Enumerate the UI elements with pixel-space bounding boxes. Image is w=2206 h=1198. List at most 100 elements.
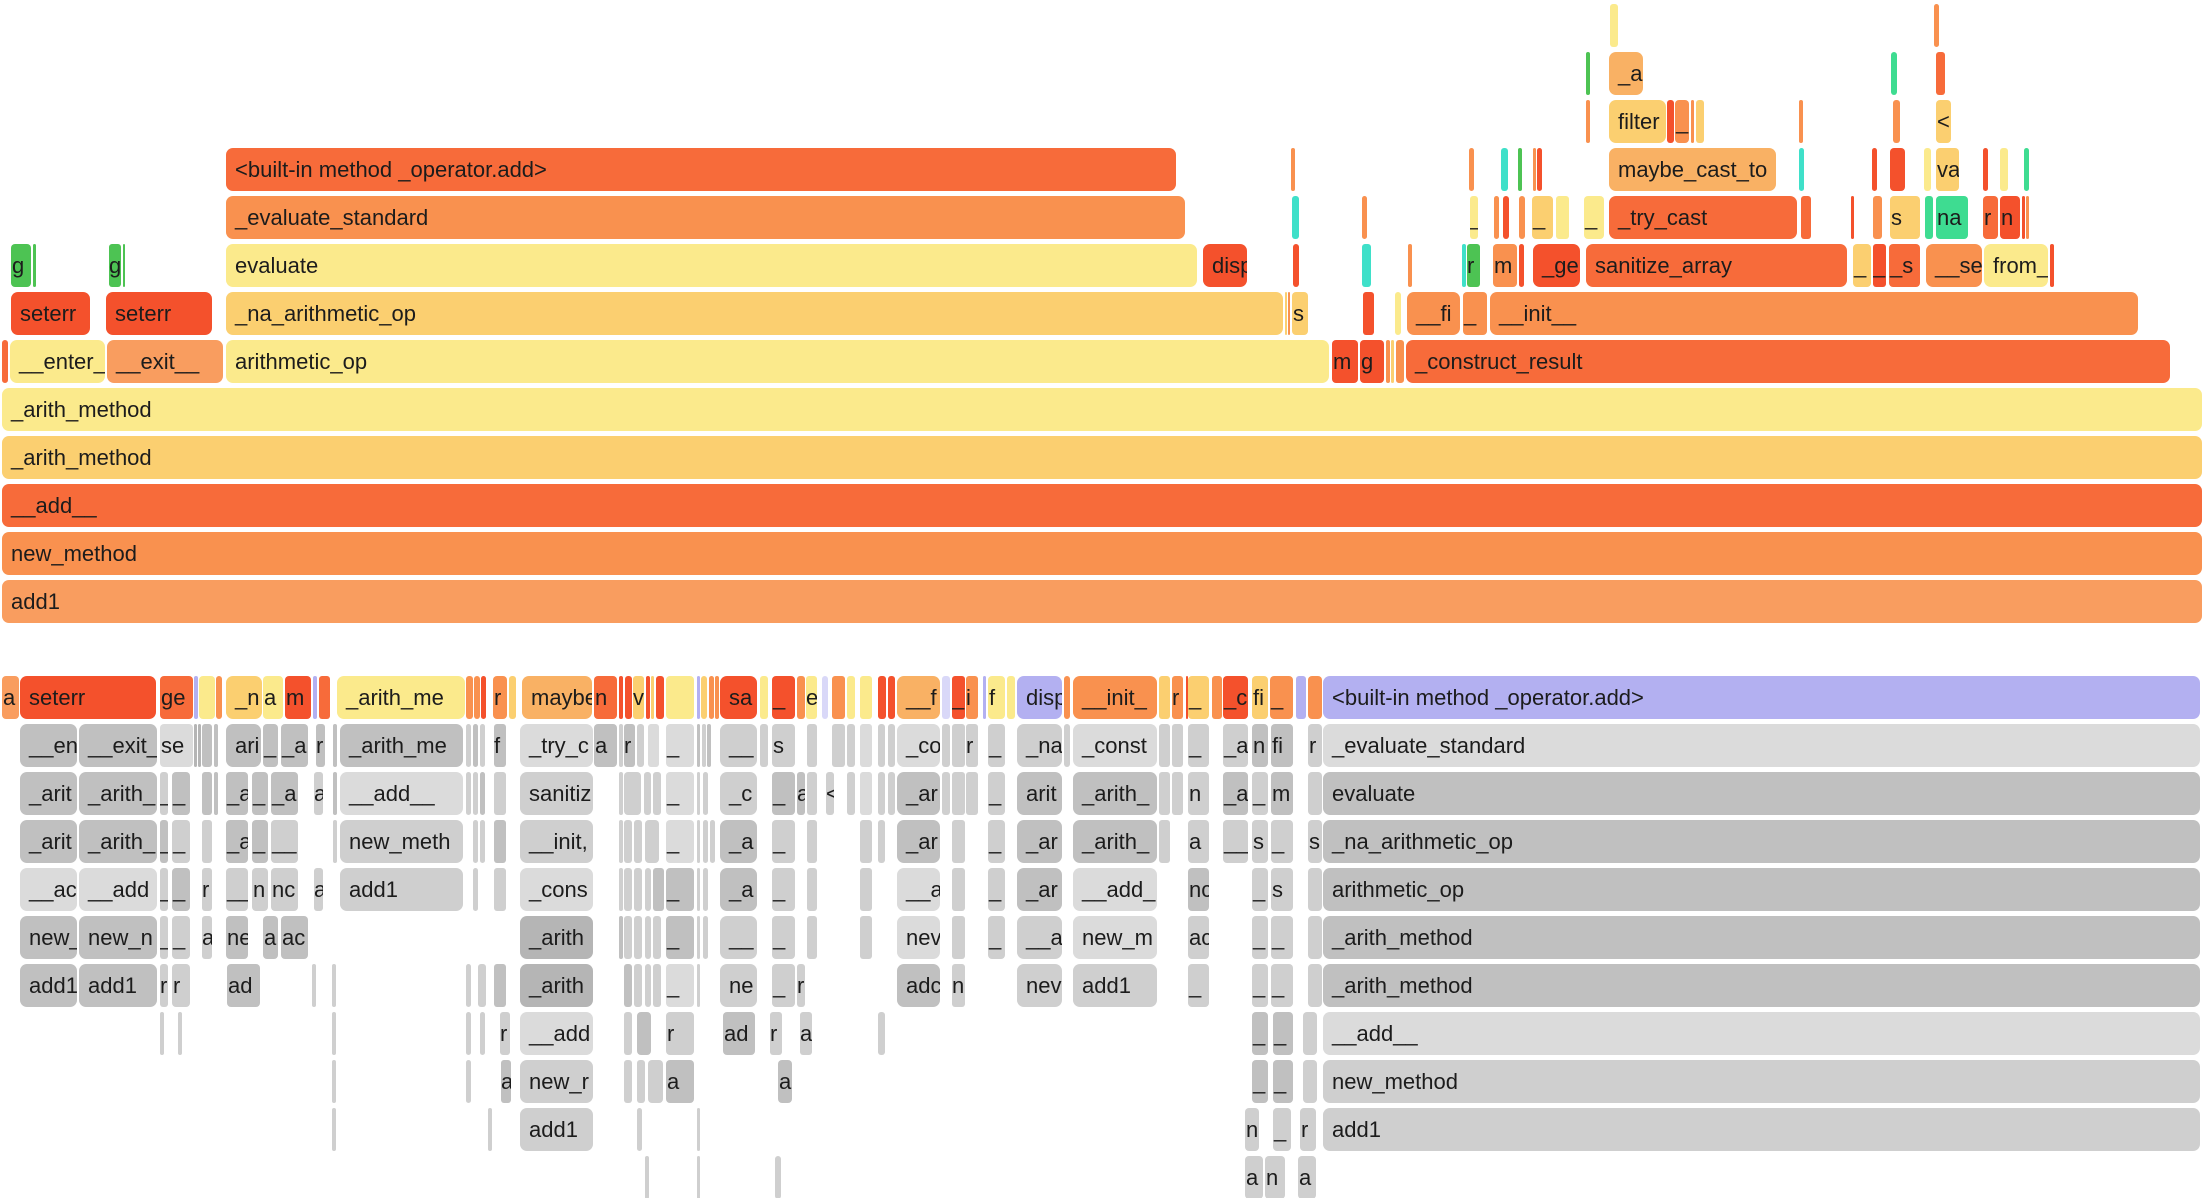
frame-ar[interactable]: _ar <box>897 772 940 815</box>
frame-sliver[interactable] <box>1172 724 1183 767</box>
frame-new-r[interactable]: new_r <box>520 1060 593 1103</box>
frame-sliver[interactable] <box>312 964 316 1007</box>
frame-sliver[interactable]: _ <box>172 772 190 815</box>
frame-sliver[interactable] <box>707 724 711 767</box>
frame-n[interactable]: n <box>952 964 965 1007</box>
frame-sliver[interactable] <box>1873 196 1882 239</box>
frame-a[interactable]: _a <box>226 772 248 815</box>
frame-ar[interactable]: _ar <box>1017 820 1062 863</box>
frame-built-in-method-operator-add[interactable]: <built-in method _operator.add> <box>226 148 1176 191</box>
frame-sliver[interactable]: _ <box>1273 1060 1293 1103</box>
frame-sliver[interactable] <box>473 724 478 767</box>
frame-sliver[interactable] <box>697 820 700 863</box>
frame-r[interactable]: r <box>770 1012 782 1055</box>
frame-adc[interactable]: adc <box>897 964 940 1007</box>
frame-c[interactable]: _c <box>720 772 757 815</box>
frame-sliver[interactable] <box>653 916 661 959</box>
frame-sliver[interactable]: _ <box>1252 964 1268 1007</box>
frame-sliver[interactable]: _ <box>1273 1108 1291 1151</box>
frame-init[interactable]: __init, <box>520 820 593 863</box>
frame-sliver[interactable]: _ <box>952 676 965 719</box>
frame-sliver[interactable] <box>942 724 950 767</box>
frame-sliver[interactable]: _ <box>1271 820 1293 863</box>
frame-nev[interactable]: nev <box>1017 964 1062 1007</box>
frame-sliver[interactable] <box>1667 100 1674 143</box>
frame-arit[interactable]: arit <box>1017 772 1062 815</box>
frame-m[interactable]: m <box>285 676 311 719</box>
frame-sliver[interactable] <box>480 772 485 815</box>
frame-ac[interactable]: ac <box>1188 916 1209 959</box>
frame-s[interactable]: _s <box>1889 244 1920 287</box>
frame-sliver[interactable] <box>624 868 632 911</box>
frame-nc[interactable]: nc <box>271 868 298 911</box>
frame-a[interactable]: a <box>1245 1156 1263 1198</box>
frame-sliver[interactable] <box>466 1012 471 1055</box>
frame-sliver[interactable] <box>653 772 661 815</box>
frame-sliver[interactable] <box>481 676 486 719</box>
frame-sliver[interactable]: _ <box>1675 100 1689 143</box>
frame-sliver[interactable] <box>194 724 197 767</box>
frame-e[interactable]: e <box>806 676 817 719</box>
frame-sliver[interactable] <box>645 868 651 911</box>
frame-sliver[interactable]: _ <box>666 964 694 1007</box>
frame-sliver[interactable] <box>199 676 215 719</box>
frame-add1[interactable]: add1 <box>79 964 157 1007</box>
frame-sliver[interactable] <box>1799 148 1804 191</box>
frame-sliver[interactable] <box>619 676 623 719</box>
frame-sliver[interactable] <box>952 916 965 959</box>
frame-sliver[interactable] <box>1408 244 1412 287</box>
frame-maybe[interactable]: maybe <box>522 676 592 719</box>
frame-a[interactable]: a <box>778 1060 792 1103</box>
frame-sliver[interactable]: _ <box>1252 1060 1268 1103</box>
frame-sliver[interactable] <box>619 772 623 815</box>
frame-seterr[interactable]: seterr <box>11 292 90 335</box>
frame-sliver[interactable] <box>878 1012 885 1055</box>
frame-sliver[interactable] <box>760 724 768 767</box>
frame-sliver[interactable] <box>1308 964 1322 1007</box>
frame-a[interactable]: a <box>797 772 805 815</box>
frame-fi[interactable]: fi <box>1252 676 1268 719</box>
frame-s[interactable]: s <box>772 724 795 767</box>
frame-sliver[interactable] <box>1308 916 1322 959</box>
frame-sliver[interactable] <box>319 676 330 719</box>
frame-sliver[interactable] <box>1362 196 1367 239</box>
frame-sliver[interactable] <box>702 724 706 767</box>
frame-sliver[interactable] <box>645 820 659 863</box>
frame-sliver[interactable] <box>178 1012 182 1055</box>
frame-sliver[interactable] <box>1934 4 1939 47</box>
frame-sliver[interactable] <box>645 1156 649 1198</box>
frame-sliver[interactable] <box>697 964 700 1007</box>
frame-sliver[interactable] <box>473 868 478 911</box>
frame-sliver[interactable] <box>710 820 715 863</box>
frame-arith[interactable]: _arith_ <box>1073 820 1157 863</box>
frame-seterr[interactable]: seterr <box>106 292 212 335</box>
frame-sliver[interactable] <box>1291 148 1295 191</box>
frame-n[interactable]: n <box>252 868 268 911</box>
frame-sliver[interactable] <box>637 724 644 767</box>
frame-n[interactable]: n <box>1265 1156 1285 1198</box>
frame-sliver[interactable]: _ <box>666 772 694 815</box>
frame-sliver[interactable] <box>1285 292 1287 335</box>
frame-sliver[interactable] <box>703 916 708 959</box>
frame-sliver[interactable]: __ <box>1223 820 1248 863</box>
frame-g[interactable]: g <box>11 244 31 287</box>
frame-sliver[interactable] <box>1586 52 1590 95</box>
frame-f[interactable]: __f <box>897 676 940 719</box>
frame-sliver[interactable] <box>1799 100 1803 143</box>
frame-sliver[interactable]: < <box>826 772 834 815</box>
frame-sliver[interactable] <box>648 724 659 767</box>
frame-sliver[interactable] <box>1007 676 1015 719</box>
frame-sliver[interactable] <box>697 724 700 767</box>
frame-a[interactable]: a <box>202 916 212 959</box>
frame-arith[interactable]: _arith_ <box>1073 772 1157 815</box>
frame-sliver[interactable]: _ <box>172 916 190 959</box>
frame-sliver[interactable] <box>847 772 855 815</box>
frame-sliver[interactable] <box>942 676 950 719</box>
frame-sliver[interactable] <box>1159 724 1170 767</box>
frame-sliver[interactable]: _ <box>160 820 168 863</box>
frame-sliver[interactable] <box>473 820 478 863</box>
frame-na[interactable]: na <box>1936 196 1968 239</box>
frame-sliver[interactable] <box>202 772 212 815</box>
frame-new-n[interactable]: new_n <box>79 916 157 959</box>
frame-r[interactable]: r <box>1172 676 1183 719</box>
